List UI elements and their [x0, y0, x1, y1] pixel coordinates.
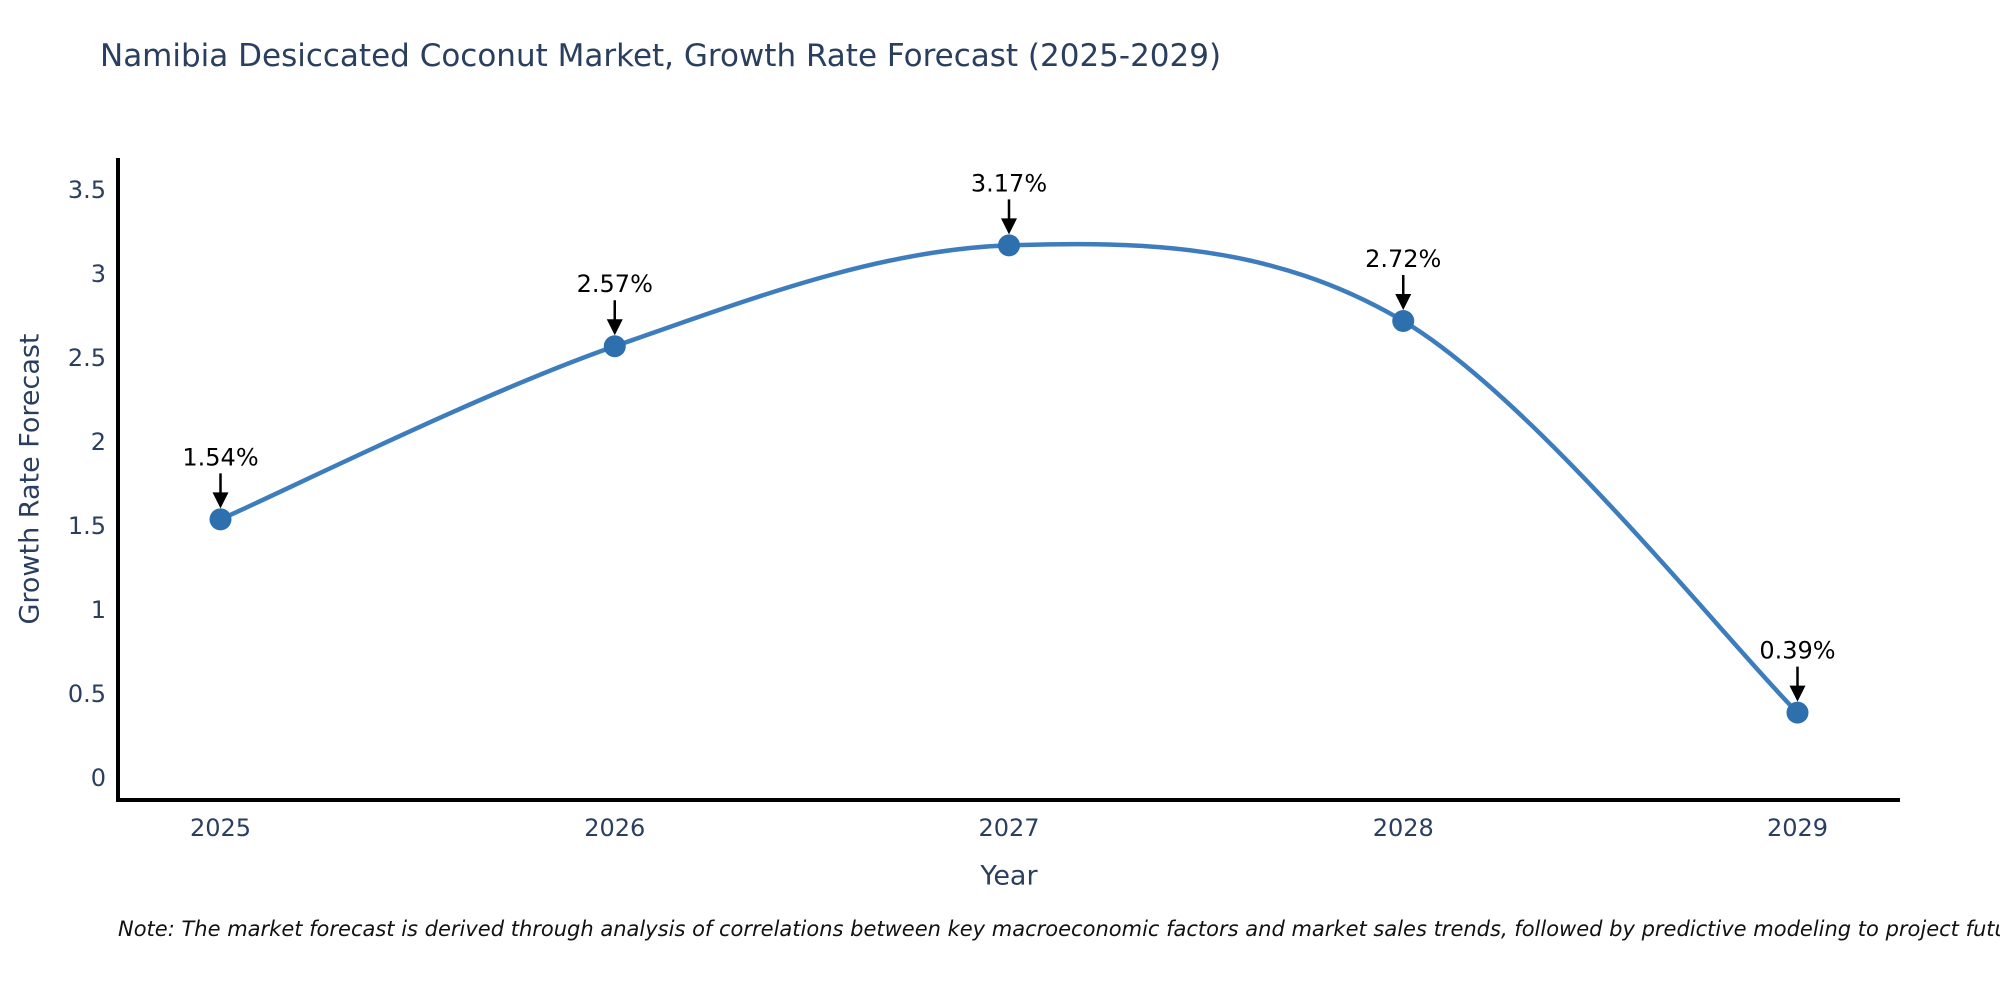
y-tick-label-0: 0 — [91, 764, 106, 792]
y-tick-label-0.5: 0.5 — [68, 680, 106, 708]
y-tick-label-3.5: 3.5 — [68, 176, 106, 204]
x-axis-title: Year — [980, 860, 1038, 892]
y-tick-label-1.5: 1.5 — [68, 512, 106, 540]
annotation-arrowhead-2026 — [606, 319, 623, 336]
x-tick-label-2028: 2028 — [1373, 814, 1434, 842]
x-tick-label-2027: 2027 — [978, 814, 1039, 842]
data-point-2027 — [998, 234, 1020, 257]
x-tick-label-2029: 2029 — [1767, 814, 1828, 842]
x-tick-label-2026: 2026 — [584, 814, 645, 842]
data-point-2025 — [209, 508, 232, 531]
chart-title: Namibia Desiccated Coconut Market, Growt… — [100, 38, 1222, 74]
annotation-label-2026: 2.57% — [577, 270, 653, 298]
data-point-2029 — [1786, 701, 1809, 724]
data-point-2028 — [1392, 310, 1415, 333]
y-tick-label-2.5: 2.5 — [68, 344, 106, 372]
x-tick-label-2025: 2025 — [190, 814, 251, 842]
data-point-2026 — [603, 335, 626, 358]
annotation-label-2027: 3.17% — [971, 169, 1047, 197]
y-tick-label-1: 1 — [91, 596, 106, 624]
annotation-label-2029: 0.39% — [1759, 637, 1835, 665]
y-tick-label-2: 2 — [91, 428, 106, 456]
annotation-arrowhead-2029 — [1789, 685, 1806, 702]
annotation-label-2028: 2.72% — [1365, 245, 1441, 273]
annotation-arrowhead-2025 — [212, 492, 229, 509]
forecast-line — [218, 241, 1800, 715]
annotation-label-2025: 1.54% — [182, 443, 258, 471]
annotation-arrowhead-2028 — [1395, 294, 1412, 311]
y-tick-label-3: 3 — [91, 260, 106, 288]
footnote: Note: The market forecast is derived thr… — [118, 917, 2000, 941]
annotation-arrowhead-2027 — [1001, 218, 1017, 235]
